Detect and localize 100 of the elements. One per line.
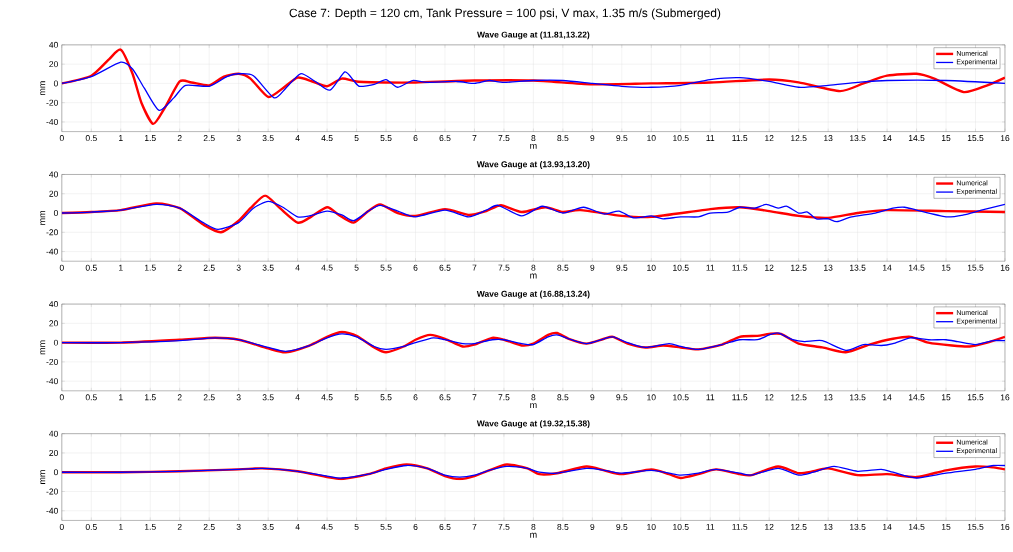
x-tick-label: 14 xyxy=(883,394,892,401)
y-tick-label: 40 xyxy=(49,430,58,437)
x-tick-label: 10 xyxy=(647,134,656,141)
x-tick-label: 4 xyxy=(295,394,300,401)
x-tick-label: 15 xyxy=(941,394,951,401)
x-tick-label: 2.5 xyxy=(203,523,215,530)
x-tick-label: 10.5 xyxy=(673,264,689,271)
x-tick-label: 12 xyxy=(765,134,774,141)
y-tick-label: 20 xyxy=(49,60,58,67)
y-axis-title: mm xyxy=(40,81,46,95)
x-tick-label: 10.5 xyxy=(673,134,689,141)
y-tick-label: -20 xyxy=(46,229,58,236)
x-tick-label: 9 xyxy=(590,394,595,401)
chart-title: Wave Gauge at (11.81,13.22) xyxy=(477,31,590,40)
x-tick-label: 16 xyxy=(1000,264,1010,271)
line-series xyxy=(61,200,1005,230)
x-tick-label: 2 xyxy=(177,134,182,141)
x-tick-label: 3 xyxy=(236,134,241,141)
x-tick-label: 9.5 xyxy=(616,394,628,401)
x-tick-label: 12 xyxy=(765,394,774,401)
x-tick-label: 4 xyxy=(295,523,300,530)
line-series xyxy=(61,48,1005,125)
x-tick-label: 9.5 xyxy=(616,134,628,141)
x-tick-label: 1.5 xyxy=(144,264,156,271)
x-tick-label: 8 xyxy=(531,134,536,141)
x-tick-label: 13.5 xyxy=(850,134,866,141)
x-tick-label: 6 xyxy=(413,134,418,141)
x-axis-title: m xyxy=(530,143,537,149)
x-tick-label: 12 xyxy=(765,523,774,530)
x-tick-label: 10 xyxy=(647,394,656,401)
x-tick-label: 11.5 xyxy=(732,134,748,141)
x-tick-label: 0 xyxy=(59,134,64,141)
y-axis-title: mm xyxy=(40,210,46,225)
x-tick-label: 13.5 xyxy=(850,264,866,271)
x-tick-label: 7 xyxy=(472,394,477,401)
x-tick-label: 3.5 xyxy=(262,264,274,271)
x-tick-label: 6 xyxy=(413,264,418,271)
x-tick-label: 16 xyxy=(1000,394,1010,401)
x-tick-label: 8 xyxy=(531,394,536,401)
x-tick-label: 0 xyxy=(59,394,64,401)
x-tick-label: 14.5 xyxy=(908,264,925,271)
x-tick-label: 14.5 xyxy=(908,134,925,141)
x-tick-label: 13 xyxy=(824,134,833,141)
x-tick-label: 2.5 xyxy=(203,134,215,141)
x-tick-label: 14.5 xyxy=(908,394,925,401)
x-tick-label: 15.5 xyxy=(967,394,984,401)
x-tick-label: 14 xyxy=(883,134,892,141)
y-tick-label: 40 xyxy=(49,171,58,178)
x-tick-label: 8 xyxy=(531,523,536,530)
x-tick-label: 10.5 xyxy=(673,523,689,530)
x-tick-label: 2.5 xyxy=(203,264,215,271)
x-tick-label: 9 xyxy=(590,523,595,530)
x-tick-label: 5.5 xyxy=(380,394,392,401)
x-tick-label: 11 xyxy=(706,394,715,401)
x-tick-label: 8.5 xyxy=(557,523,569,530)
x-tick-label: 7.5 xyxy=(498,134,510,141)
x-tick-label: 4.5 xyxy=(321,523,333,530)
x-tick-label: 7.5 xyxy=(498,394,510,401)
x-tick-label: 1.5 xyxy=(144,523,156,530)
y-tick-label: 40 xyxy=(49,41,58,48)
x-tick-label: 11 xyxy=(706,134,715,141)
y-tick-label: 0 xyxy=(53,80,58,87)
x-tick-label: 13 xyxy=(824,394,833,401)
x-tick-label: 7.5 xyxy=(498,523,510,530)
x-tick-label: 13.5 xyxy=(850,394,866,401)
y-axis-title: mm xyxy=(40,470,46,484)
x-tick-label: 1 xyxy=(119,134,123,141)
x-tick-label: 0 xyxy=(59,264,64,271)
x-tick-label: 9.5 xyxy=(616,523,628,530)
x-tick-label: 0.5 xyxy=(85,394,97,401)
x-tick-label: 5 xyxy=(354,264,359,271)
x-tick-label: 15 xyxy=(941,264,951,271)
x-tick-label: 12 xyxy=(765,264,774,271)
x-tick-label: 15.5 xyxy=(967,134,984,141)
x-tick-label: 12.5 xyxy=(791,134,807,141)
x-axis-title: m xyxy=(530,403,537,408)
x-tick-label: 12.5 xyxy=(791,523,807,530)
x-tick-label: 2.5 xyxy=(203,394,215,401)
chart-title: Wave Gauge at (19.32,15.38) xyxy=(476,420,590,429)
y-tick-label: -20 xyxy=(46,488,58,495)
x-tick-label: 8.5 xyxy=(557,394,569,401)
x-tick-label: 1 xyxy=(119,523,123,530)
x-tick-label: 7 xyxy=(472,134,477,141)
x-tick-label: 14.5 xyxy=(908,523,925,530)
x-tick-label: 9.5 xyxy=(616,264,628,271)
x-tick-label: 2 xyxy=(177,523,182,530)
x-tick-label: 5 xyxy=(354,134,359,141)
x-tick-label: 5 xyxy=(354,523,359,530)
x-tick-label: 10.5 xyxy=(673,394,689,401)
x-tick-label: 11 xyxy=(706,264,715,271)
y-axis-title: mm xyxy=(40,340,46,355)
x-tick-label: 1.5 xyxy=(144,394,156,401)
x-tick-label: 7 xyxy=(472,523,477,530)
chart-title: Wave Gauge at (13.93,13.20) xyxy=(476,160,590,169)
x-tick-label: 6.5 xyxy=(439,134,451,141)
y-tick-label: 20 xyxy=(49,190,58,197)
x-tick-label: 2 xyxy=(177,264,182,271)
y-tick-label: 0 xyxy=(53,469,58,476)
x-axis-title: m xyxy=(530,273,537,279)
x-tick-label: 6.5 xyxy=(439,523,451,530)
